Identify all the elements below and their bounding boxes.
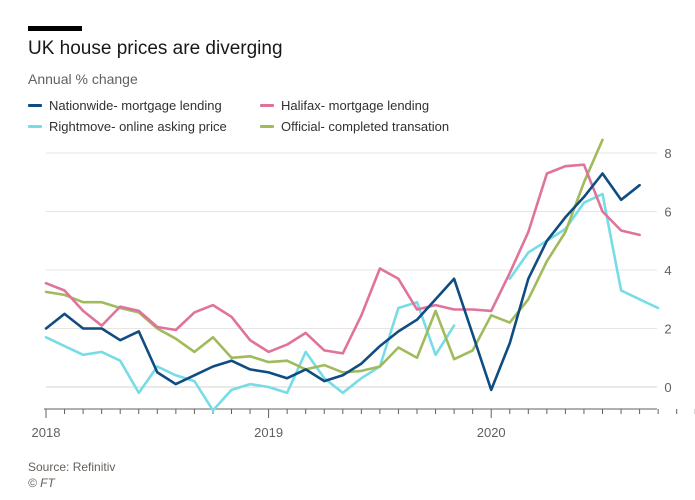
legend-label-rightmove: Rightmove- online asking price xyxy=(49,119,227,134)
legend-label-halifax: Halifax- mortgage lending xyxy=(281,98,430,113)
series-line-rightmove xyxy=(44,192,660,412)
x-axis: 2018201920202021 xyxy=(32,408,695,440)
y-tick-label-8: 8 xyxy=(664,146,671,161)
chart-legend: Nationwide- mortgage lending Halifax- mo… xyxy=(28,98,488,142)
x-tick-label-2018: 2018 xyxy=(32,425,61,440)
series-line-halifax xyxy=(44,163,641,355)
legend-item-halifax: Halifax- mortgage lending xyxy=(260,98,429,113)
chart-copyright: © FT xyxy=(28,476,55,490)
x-tick-label-2019: 2019 xyxy=(254,425,283,440)
y-tick-label-2: 2 xyxy=(664,322,671,337)
y-tick-label-4: 4 xyxy=(664,263,671,278)
legend-item-rightmove: Rightmove- online asking price xyxy=(28,119,227,134)
series-line-official xyxy=(44,138,604,374)
legend-label-official: Official- completed transation xyxy=(281,119,450,134)
legend-item-nationwide: Nationwide- mortgage lending xyxy=(28,98,222,113)
y-tick-label-0: 0 xyxy=(664,380,671,395)
y-axis-tick-labels: 0 2 4 6 8 xyxy=(664,146,671,395)
legend-swatch-halifax xyxy=(260,104,274,107)
legend-swatch-official xyxy=(260,125,274,128)
chart-title: UK house prices are diverging xyxy=(28,38,283,59)
legend-item-official: Official- completed transation xyxy=(260,119,449,134)
chart-subtitle: Annual % change xyxy=(28,71,138,87)
chart-source: Source: Refinitiv xyxy=(28,460,116,474)
y-tick-label-6: 6 xyxy=(664,205,671,220)
legend-swatch-nationwide xyxy=(28,104,42,107)
x-tick-label-2020: 2020 xyxy=(477,425,506,440)
series-line-nationwide xyxy=(44,172,641,392)
legend-swatch-rightmove xyxy=(28,125,42,128)
legend-label-nationwide: Nationwide- mortgage lending xyxy=(49,98,222,113)
ft-top-rule xyxy=(28,26,82,31)
chart-series-lines xyxy=(44,138,660,412)
chart-gridlines xyxy=(46,152,657,388)
